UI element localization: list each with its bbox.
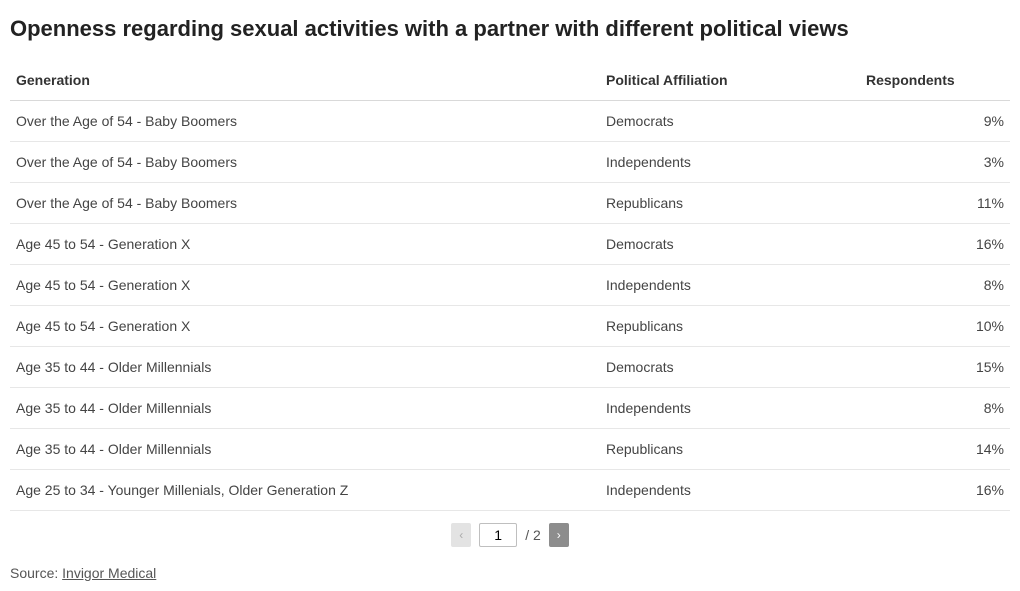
cell-respondents: 9% [860, 101, 1010, 142]
cell-affiliation: Democrats [600, 347, 860, 388]
page-title: Openness regarding sexual activities wit… [10, 16, 1010, 42]
page-separator: / [525, 527, 533, 543]
cell-generation: Age 25 to 34 - Younger Millenials, Older… [10, 470, 600, 511]
table-header-row: Generation Political Affiliation Respond… [10, 60, 1010, 101]
cell-respondents: 14% [860, 429, 1010, 470]
cell-affiliation: Democrats [600, 224, 860, 265]
page-total-label: / 2 [525, 527, 541, 543]
column-header-respondents[interactable]: Respondents [860, 60, 1010, 101]
cell-generation: Age 45 to 54 - Generation X [10, 265, 600, 306]
cell-affiliation: Independents [600, 265, 860, 306]
table-row: Age 35 to 44 - Older MillennialsRepublic… [10, 429, 1010, 470]
cell-affiliation: Independents [600, 470, 860, 511]
source-line: Source: Invigor Medical [10, 565, 1010, 581]
cell-respondents: 8% [860, 388, 1010, 429]
table-row: Age 35 to 44 - Older MillennialsDemocrat… [10, 347, 1010, 388]
data-table: Generation Political Affiliation Respond… [10, 60, 1010, 511]
cell-generation: Age 45 to 54 - Generation X [10, 306, 600, 347]
source-link[interactable]: Invigor Medical [62, 565, 156, 581]
table-row: Age 45 to 54 - Generation XIndependents8… [10, 265, 1010, 306]
next-page-button[interactable]: › [549, 523, 569, 547]
cell-respondents: 3% [860, 142, 1010, 183]
pagination: ‹ / 2 › [10, 523, 1010, 547]
cell-respondents: 10% [860, 306, 1010, 347]
table-row: Age 25 to 34 - Younger Millenials, Older… [10, 470, 1010, 511]
cell-respondents: 16% [860, 470, 1010, 511]
cell-respondents: 15% [860, 347, 1010, 388]
cell-affiliation: Independents [600, 388, 860, 429]
page-total-value: 2 [533, 527, 541, 543]
cell-generation: Age 35 to 44 - Older Millennials [10, 429, 600, 470]
cell-affiliation: Independents [600, 142, 860, 183]
table-row: Over the Age of 54 - Baby BoomersIndepen… [10, 142, 1010, 183]
cell-generation: Age 35 to 44 - Older Millennials [10, 388, 600, 429]
cell-generation: Age 45 to 54 - Generation X [10, 224, 600, 265]
prev-page-button[interactable]: ‹ [451, 523, 471, 547]
table-row: Age 45 to 54 - Generation XDemocrats16% [10, 224, 1010, 265]
cell-generation: Over the Age of 54 - Baby Boomers [10, 101, 600, 142]
cell-affiliation: Republicans [600, 183, 860, 224]
cell-generation: Age 35 to 44 - Older Millennials [10, 347, 600, 388]
cell-respondents: 8% [860, 265, 1010, 306]
cell-generation: Over the Age of 54 - Baby Boomers [10, 142, 600, 183]
column-header-generation[interactable]: Generation [10, 60, 600, 101]
table-row: Age 35 to 44 - Older MillennialsIndepend… [10, 388, 1010, 429]
cell-generation: Over the Age of 54 - Baby Boomers [10, 183, 600, 224]
cell-respondents: 16% [860, 224, 1010, 265]
cell-respondents: 11% [860, 183, 1010, 224]
cell-affiliation: Republicans [600, 306, 860, 347]
table-row: Over the Age of 54 - Baby BoomersRepubli… [10, 183, 1010, 224]
column-header-affiliation[interactable]: Political Affiliation [600, 60, 860, 101]
table-row: Age 45 to 54 - Generation XRepublicans10… [10, 306, 1010, 347]
cell-affiliation: Republicans [600, 429, 860, 470]
cell-affiliation: Democrats [600, 101, 860, 142]
page-number-input[interactable] [479, 523, 517, 547]
table-row: Over the Age of 54 - Baby BoomersDemocra… [10, 101, 1010, 142]
source-label: Source: [10, 565, 62, 581]
